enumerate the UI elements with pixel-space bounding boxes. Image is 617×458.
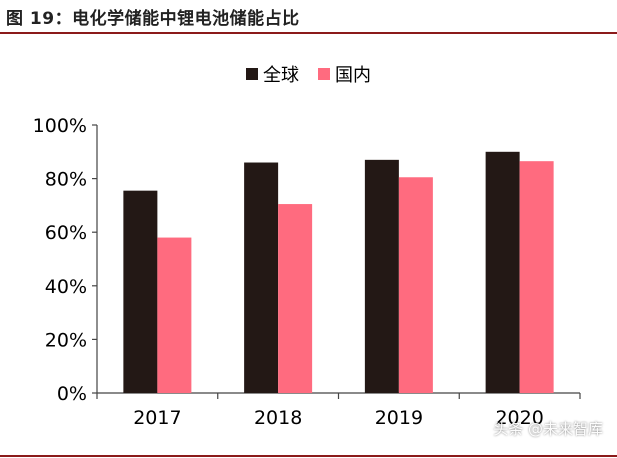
legend-label-global: 全球 <box>263 65 299 86</box>
title-rule <box>0 32 617 34</box>
y-tick-label: 20% <box>45 329 87 351</box>
y-axis: 0% 20% 40% 60% 80% 100% <box>33 115 98 405</box>
figure-title: 图 19：电化学储能中锂电池储能占比 <box>6 9 300 29</box>
legend-swatch-global <box>246 68 258 80</box>
x-tick-label: 2020 <box>495 407 543 429</box>
watermark-text: 头条 @未来智库 <box>493 420 603 438</box>
y-tick-label: 40% <box>45 276 87 298</box>
legend-swatch-domestic <box>318 68 330 80</box>
y-tick-label: 60% <box>45 222 87 244</box>
x-tick-label: 2019 <box>375 407 423 429</box>
y-tick-label: 0% <box>57 383 87 405</box>
x-tick-label: 2018 <box>254 407 302 429</box>
bar-domestic-2020 <box>519 161 554 393</box>
bar-domestic-2019 <box>398 177 433 393</box>
chart-legend: 全球 国内 <box>246 65 371 86</box>
bar-global-2017 <box>123 190 158 393</box>
bar-domestic-2017 <box>157 237 192 393</box>
bar-series <box>123 151 554 393</box>
bar-global-2018 <box>244 162 279 393</box>
bar-domestic-2018 <box>278 204 313 393</box>
y-tick-label: 100% <box>33 115 87 137</box>
bar-global-2019 <box>364 159 399 393</box>
legend-label-domestic: 国内 <box>335 65 371 86</box>
bar-global-2020 <box>485 151 520 393</box>
x-tick-label: 2017 <box>133 407 181 429</box>
y-tick-label: 80% <box>45 169 87 191</box>
bottom-rule <box>0 455 617 457</box>
